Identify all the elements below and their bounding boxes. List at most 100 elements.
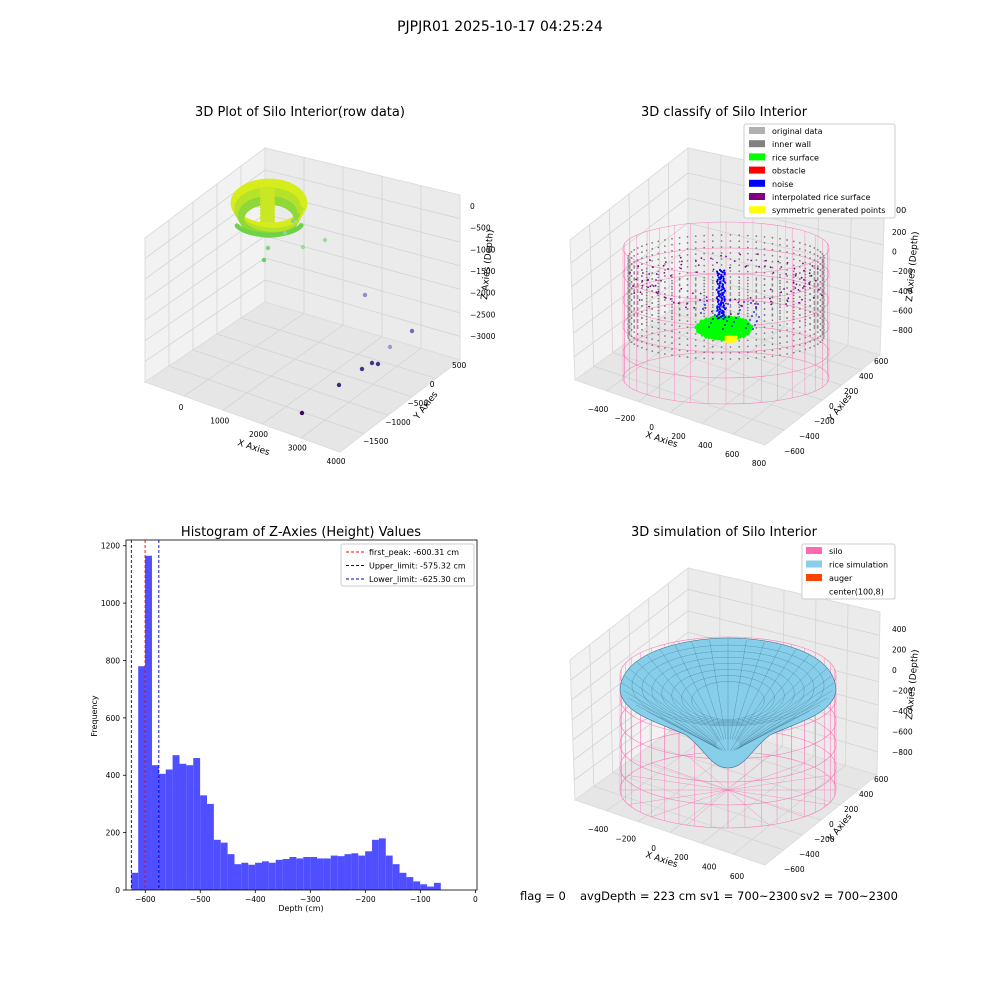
classify-wall-point bbox=[627, 323, 629, 325]
classify-wall-point bbox=[694, 265, 697, 267]
classify-wall-point bbox=[816, 331, 819, 333]
classify-wall-point bbox=[763, 278, 766, 280]
classify-wall-point bbox=[798, 284, 801, 286]
classify-wall-point bbox=[779, 285, 781, 288]
classify-wall-point bbox=[671, 255, 673, 258]
classify-wall-point bbox=[628, 307, 631, 309]
classify-wall-point bbox=[633, 279, 636, 281]
classify-wall-point bbox=[657, 270, 660, 273]
classify-wall-point bbox=[786, 239, 788, 241]
classify-wall-point bbox=[746, 252, 749, 255]
classify-wall-point bbox=[779, 243, 781, 246]
classify-wall-point bbox=[798, 278, 801, 280]
classify-interpolated-point bbox=[657, 290, 660, 293]
classify-wall-point bbox=[821, 271, 824, 273]
classify-wall-point bbox=[823, 269, 825, 271]
histogram-bar bbox=[317, 858, 324, 890]
classify-wall-point bbox=[813, 285, 816, 287]
classify-wall-point bbox=[822, 291, 825, 293]
classify-wall-point bbox=[823, 317, 825, 319]
classify-wall-point bbox=[746, 246, 749, 249]
classify-noise-point bbox=[753, 311, 755, 313]
classify-wall-point bbox=[678, 242, 681, 245]
classify-noise-point bbox=[721, 283, 725, 286]
classify-interpolated-point bbox=[669, 298, 672, 300]
classify-wall-point bbox=[779, 309, 781, 312]
classify-rice-point bbox=[747, 331, 751, 335]
classify-noise-point bbox=[752, 328, 754, 330]
histogram-x-tick-label-3: −300 bbox=[300, 895, 321, 904]
classify-wall-point bbox=[630, 287, 633, 289]
classify-wall-point bbox=[816, 261, 819, 263]
classify-wall-point bbox=[711, 264, 714, 267]
classify-noise-point bbox=[737, 313, 739, 315]
classify-rice-point bbox=[742, 334, 746, 339]
classify-wall-point bbox=[636, 279, 639, 281]
classify-wall-point bbox=[645, 276, 648, 279]
histogram-bar bbox=[385, 855, 393, 890]
classify-wall-point bbox=[686, 278, 689, 280]
classify-interpolated-point bbox=[656, 292, 659, 295]
classify-wall-point bbox=[813, 319, 816, 321]
classify-wall-point bbox=[627, 337, 630, 339]
classify-wall-point bbox=[678, 278, 681, 281]
cls-x-tick-0: −400 bbox=[588, 405, 609, 414]
classify-wall-point bbox=[763, 326, 766, 328]
classify-wall-point bbox=[738, 288, 741, 291]
classify-wall-point bbox=[711, 294, 714, 297]
classify-wall-point bbox=[645, 255, 648, 258]
classify-wall-point bbox=[813, 279, 816, 281]
classify-wall-point bbox=[633, 331, 636, 333]
classify-interpolated-point bbox=[697, 264, 700, 266]
classify-wall-point bbox=[720, 264, 723, 266]
simulation-z-tick-labels: 400 200 0 −200 −400 −600 −800 bbox=[892, 625, 913, 757]
classify-legend-swatch bbox=[749, 166, 765, 174]
classify-wall-point bbox=[703, 306, 706, 309]
classify-wall-point bbox=[664, 347, 666, 349]
simulation-legend-swatch bbox=[806, 587, 822, 595]
classify-wall-point bbox=[651, 344, 654, 346]
classify-wall-point bbox=[822, 273, 825, 275]
raw-rice-surface-cloud bbox=[230, 178, 308, 238]
raw-z-tick-2: −1000 bbox=[470, 245, 496, 254]
classify-wall-point bbox=[645, 309, 648, 312]
classify-wall-point bbox=[703, 357, 706, 360]
classify-wall-point bbox=[636, 307, 639, 309]
classify-wall-point bbox=[694, 295, 697, 297]
cls-z-tick-3: −400 bbox=[892, 287, 913, 296]
classify-interpolated-point bbox=[786, 261, 789, 264]
classify-legend-label-0: original data bbox=[772, 127, 823, 136]
classify-interpolated-point bbox=[665, 297, 667, 299]
classify-wall-point bbox=[628, 277, 631, 279]
cls-y-tick-1: 400 bbox=[859, 372, 874, 381]
classify-noise-points bbox=[699, 268, 760, 330]
classify-wall-point bbox=[657, 309, 660, 312]
classify-wall-point bbox=[703, 309, 706, 312]
classify-noise-point bbox=[716, 280, 719, 283]
classify-wall-point bbox=[636, 303, 639, 305]
classify-wall-point bbox=[786, 311, 788, 313]
classify-wall-point bbox=[671, 306, 673, 309]
cls-x-tick-6: 800 bbox=[752, 459, 767, 468]
classify-interpolated-point bbox=[685, 306, 687, 309]
simulation-plot-title: 3D simulation of Silo Interior bbox=[631, 525, 818, 540]
classify-wall-point bbox=[755, 295, 758, 297]
classify-wall-point bbox=[678, 307, 681, 310]
classify-wall-point bbox=[703, 351, 706, 354]
histogram-x-ticks: −600 −500 −400 −300 −200 −100 0 bbox=[135, 890, 478, 904]
classify-wall-point bbox=[755, 235, 758, 238]
classify-noise-point bbox=[727, 303, 729, 305]
classify-wall-point bbox=[630, 263, 633, 265]
classify-wall-point bbox=[738, 291, 741, 294]
classify-wall-point bbox=[792, 303, 795, 306]
classify-wall-point bbox=[779, 324, 781, 327]
classify-wall-point bbox=[755, 277, 758, 279]
classify-wall-point bbox=[816, 343, 819, 345]
histogram-bar bbox=[351, 853, 359, 890]
classify-wall-point bbox=[792, 288, 795, 291]
classify-wall-point bbox=[678, 295, 681, 298]
classify-wall-point bbox=[771, 248, 774, 251]
raw-x-tick-3: 3000 bbox=[288, 444, 307, 453]
classify-wall-point bbox=[746, 276, 749, 279]
classify-wall-point bbox=[630, 299, 633, 301]
